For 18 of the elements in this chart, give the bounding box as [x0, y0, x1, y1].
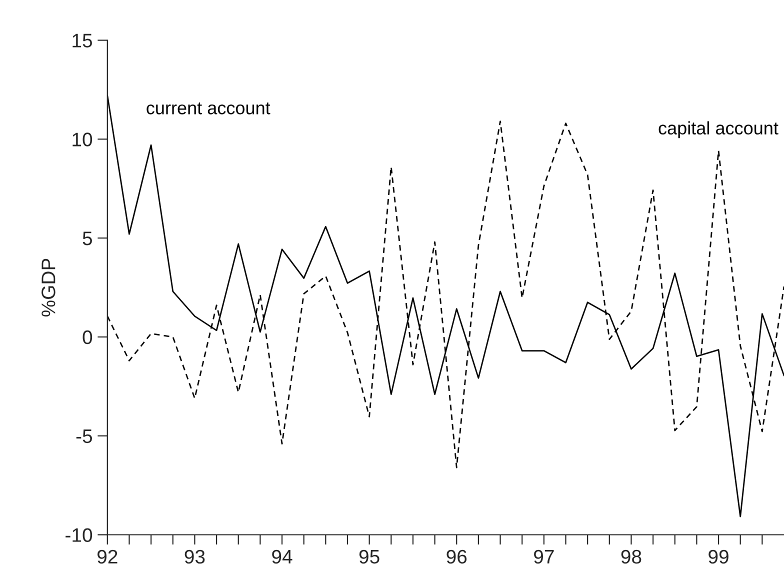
series-label: capital account: [658, 121, 778, 138]
y-axis-title: %GDP: [42, 258, 56, 317]
x-tick-label: 95: [359, 550, 380, 564]
x-tick-label: 98: [621, 550, 642, 564]
y-tick-label: -5: [76, 430, 92, 444]
x-tick-label: 99: [708, 550, 728, 564]
x-tick-label: 94: [272, 550, 292, 564]
y-tick-label: 15: [72, 34, 92, 48]
x-tick-label: 96: [446, 550, 467, 564]
line-series: [107, 94, 784, 518]
y-tick-label: 10: [72, 132, 92, 146]
y-tick-label: 5: [82, 232, 92, 246]
x-tick-label: 97: [534, 550, 554, 564]
y-tick-label: 0: [82, 330, 92, 344]
series-label: current account: [146, 102, 270, 114]
x-tick-label: 92: [98, 550, 118, 564]
x-tick-label: 93: [184, 550, 205, 564]
y-tick-label: -10: [66, 528, 92, 542]
